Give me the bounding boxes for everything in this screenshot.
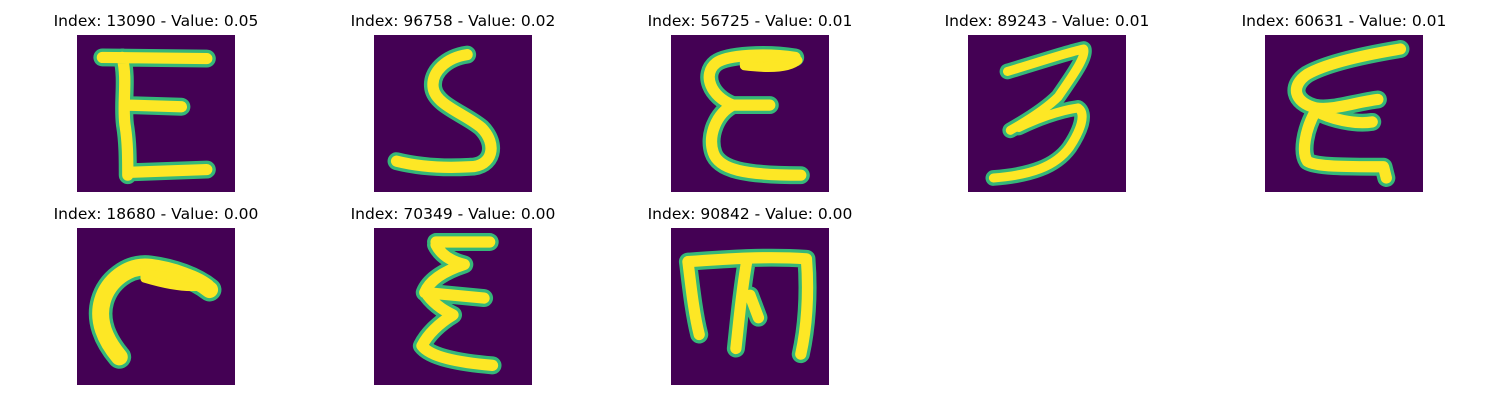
panel-title: Index: 60631 - Value: 0.01 [1241, 12, 1447, 30]
glyph-image-e-zigzag [374, 228, 532, 385]
glyph-image-e-slanted [1265, 35, 1423, 192]
panel-title: Index: 90842 - Value: 0.00 [647, 205, 853, 223]
glyph-image-s [374, 35, 532, 192]
panel-4: Index: 89243 - Value: 0.01 [891, 0, 1191, 192]
panel-title: Index: 96758 - Value: 0.02 [350, 12, 556, 30]
panel-title: Index: 56725 - Value: 0.01 [647, 12, 853, 30]
panel-2: Index: 96758 - Value: 0.02 [297, 0, 597, 192]
panel-3: Index: 56725 - Value: 0.01 [594, 0, 894, 192]
glyph-image-e-curly [671, 35, 829, 192]
glyph-image-3 [968, 35, 1126, 192]
panel-7: Index: 70349 - Value: 0.00 [297, 200, 597, 390]
glyph-image-e [77, 35, 235, 192]
glyph-image-m [671, 228, 829, 385]
panel-6: Index: 18680 - Value: 0.00 [0, 200, 300, 390]
panel-1: Index: 13090 - Value: 0.05 [0, 0, 300, 192]
glyph-image-c [77, 228, 235, 385]
panel-title: Index: 89243 - Value: 0.01 [944, 12, 1150, 30]
panel-title: Index: 13090 - Value: 0.05 [53, 12, 259, 30]
panel-8: Index: 90842 - Value: 0.00 [594, 200, 894, 390]
panel-title: Index: 18680 - Value: 0.00 [53, 205, 259, 223]
panel-title: Index: 70349 - Value: 0.00 [350, 205, 556, 223]
panel-5: Index: 60631 - Value: 0.01 [1188, 0, 1488, 192]
